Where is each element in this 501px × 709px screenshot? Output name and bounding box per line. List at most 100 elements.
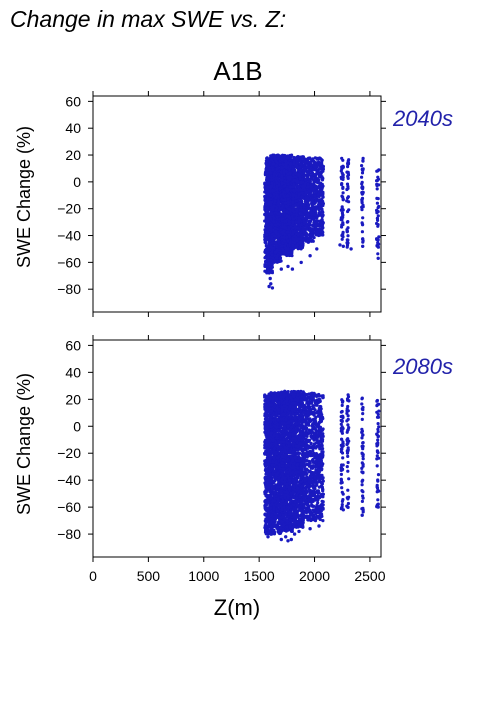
data-point: [297, 193, 301, 197]
data-point: [264, 489, 268, 493]
data-point: [283, 165, 288, 169]
data-point: [263, 417, 267, 421]
data-point: [268, 276, 272, 281]
data-point: [280, 217, 284, 221]
data-point: [291, 204, 295, 208]
data-point: [315, 216, 319, 220]
data-point: [341, 164, 345, 168]
data-point: [294, 188, 298, 192]
data-point: [340, 156, 344, 160]
data-point: [303, 182, 307, 186]
data-point: [375, 187, 379, 191]
data-point: [267, 262, 271, 266]
data-point: [285, 230, 289, 234]
data-point: [375, 237, 379, 241]
data-point: [306, 165, 310, 169]
data-point: [265, 411, 269, 415]
data-point: [265, 177, 269, 181]
plot-frame: [92, 95, 382, 313]
data-point: [281, 198, 285, 202]
data-point: [304, 190, 308, 194]
data-point: [285, 209, 289, 214]
data-point: [303, 168, 307, 172]
data-point: [361, 167, 365, 171]
data-point: [347, 208, 351, 212]
data-point: [278, 155, 282, 159]
data-point: [318, 172, 322, 176]
data-point: [375, 209, 379, 214]
data-point: [306, 212, 310, 217]
data-point: [263, 219, 267, 223]
data-point: [306, 185, 310, 189]
data-point: [264, 429, 268, 434]
data-point: [265, 271, 269, 275]
data-point: [339, 175, 343, 179]
data-point: [287, 215, 292, 219]
data-point: [270, 154, 274, 158]
data-point: [277, 239, 281, 244]
y-tick-label: 60: [65, 93, 81, 109]
data-point: [310, 158, 314, 162]
data-point: [361, 205, 365, 209]
data-point: [360, 230, 364, 234]
data-point: [361, 237, 365, 241]
data-point: [315, 157, 319, 161]
data-point: [294, 194, 298, 198]
data-point: [291, 220, 295, 225]
data-point: [264, 503, 268, 507]
data-point: [286, 194, 290, 198]
data-point: [346, 238, 350, 242]
data-point: [340, 207, 344, 211]
data-point: [270, 253, 274, 257]
y-tick-label: −40: [57, 228, 81, 244]
data-point: [360, 186, 364, 190]
data-point: [299, 180, 303, 185]
data-point: [282, 225, 286, 229]
data-point: [287, 226, 291, 230]
data-point: [310, 171, 314, 175]
data-point: [321, 190, 325, 194]
data-points-2040s: [263, 153, 381, 290]
data-point: [286, 252, 290, 256]
data-point: [318, 211, 322, 215]
data-point: [269, 205, 273, 209]
data-point: [360, 182, 364, 186]
data-point: [375, 183, 379, 188]
data-point: [284, 235, 289, 240]
data-point: [302, 219, 306, 224]
data-point: [272, 216, 276, 220]
data-point: [274, 223, 278, 227]
data-point: [282, 239, 286, 243]
data-point: [276, 166, 280, 170]
data-point: [271, 237, 275, 241]
data-point: [308, 226, 312, 230]
data-point: [313, 162, 317, 166]
data-point: [281, 215, 285, 219]
data-point: [269, 203, 273, 207]
data-point: [346, 234, 350, 238]
data-point: [291, 200, 295, 204]
data-point: [376, 256, 380, 260]
data-point: [309, 206, 313, 210]
data-point: [346, 172, 350, 176]
data-point: [271, 189, 275, 193]
data-point: [349, 247, 353, 251]
data-point: [263, 481, 267, 485]
data-point: [268, 200, 272, 204]
data-point: [360, 171, 365, 175]
data-point: [263, 407, 267, 411]
data-point: [345, 243, 350, 247]
data-point: [283, 184, 287, 188]
data-point: [291, 194, 295, 198]
data-point: [303, 173, 307, 177]
data-point: [340, 183, 344, 187]
data-point: [313, 173, 317, 177]
data-point: [298, 165, 302, 169]
data-point: [282, 251, 286, 255]
data-point: [376, 224, 380, 228]
data-point: [321, 165, 325, 169]
data-point: [314, 227, 318, 231]
data-point: [273, 226, 277, 230]
data-point: [263, 197, 267, 201]
